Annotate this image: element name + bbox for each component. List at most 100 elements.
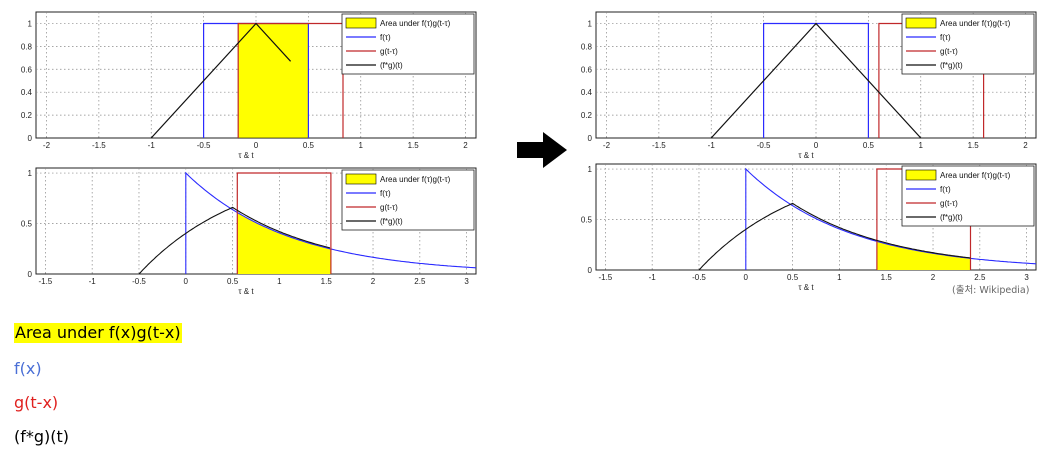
legend-label-g: g(t-τ) [380,203,398,212]
y-tick-label: 0 [588,134,593,143]
x-axis-label: τ & t [238,151,254,160]
x-tick-label: 0 [814,141,819,150]
x-tick-label: 1 [837,273,842,282]
key-g-label: g(t-x) [14,393,59,412]
y-tick-label: 0.8 [581,42,593,51]
right-arrow-icon [517,132,567,168]
overlap-area [876,241,971,270]
x-axis-label: τ & t [238,287,254,296]
y-tick-label: 1 [28,19,33,28]
legend-label-f: f(τ) [380,33,391,42]
y-tick-label: 1 [588,165,593,174]
overlap-area [237,23,309,139]
legend-swatch-area [905,169,937,181]
series-g-line [237,22,344,138]
x-tick-label: 3 [1024,273,1029,282]
y-tick-label: 0.8 [21,42,33,51]
x-tick-label: 2 [1023,141,1028,150]
series-conv-line [138,206,331,275]
x-axis-label: τ & t [798,283,814,292]
x-tick-label: -1 [148,141,156,150]
legend-swatch-area [905,17,937,29]
legend-label-conv: (f*g)(t) [940,213,963,222]
x-tick-label: 1.5 [321,277,333,286]
series-conv-line [710,22,922,139]
key-f-label: f(x) [14,359,42,378]
x-tick-label: -2 [43,141,51,150]
x-tick-label: 0.5 [227,277,239,286]
x-tick-label: -1.5 [38,277,52,286]
legend-swatch-area [345,173,377,185]
legend-label-conv: (f*g)(t) [380,217,403,226]
x-tick-label: 0 [254,141,259,150]
y-tick-label: 0.4 [21,88,33,97]
source-note: (출처: Wikipedia) [952,285,1030,296]
x-tick-label: 0.5 [787,273,799,282]
x-tick-label: 0 [744,273,749,282]
y-tick-label: 1 [28,169,33,178]
series-conv-line [698,202,971,271]
legend-label-g: g(t-τ) [380,47,398,56]
chart-box-convolution-t033: -2 -1.5 -1 -0.5 0 0.5 1 1.5 2 0 0.2 0.4 0.6 0.8 1 τ & t… [21,11,477,160]
legend-label-f: f(τ) [380,189,391,198]
x-tick-label: -1.5 [652,141,666,150]
x-tick-label: -1 [708,141,716,150]
chart-exp-convolution-t240: -1.5 -1 -0.5 0 0.5 1 1.5 2 2.5 3 0 0.5 1 τ & t Area un… [581,163,1037,292]
y-tick-label: 0.2 [581,111,593,120]
x-tick-label: 0 [184,277,189,286]
series-conv-line [150,22,292,139]
legend-label-area: Area under f(τ)g(t-τ) [940,19,1011,28]
y-tick-label: 0.5 [581,216,593,225]
x-tick-label: -2 [603,141,611,150]
y-tick-label: 0 [588,266,593,275]
y-tick-label: 0.5 [21,220,33,229]
x-tick-label: 2.5 [414,277,426,286]
x-tick-label: 0.5 [303,141,315,150]
legend-label-area: Area under f(τ)g(t-τ) [380,19,451,28]
x-tick-label: 1.5 [881,273,893,282]
x-tick-label: 2.5 [974,273,986,282]
x-tick-label: -1.5 [92,141,106,150]
x-tick-label: -0.5 [197,141,211,150]
x-tick-label: -1.5 [598,273,612,282]
x-tick-label: 1.5 [408,141,420,150]
x-tick-label: -0.5 [132,277,146,286]
series-f-line [745,167,1037,270]
x-tick-label: 1 [359,141,364,150]
x-tick-label: 1 [277,277,282,286]
x-tick-label: 1 [919,141,924,150]
x-tick-label: 2 [463,141,468,150]
x-tick-label: 0.5 [863,141,875,150]
key-conv-label: (f*g)(t) [14,427,70,446]
x-tick-label: 2 [371,277,376,286]
x-tick-label: -0.5 [692,273,706,282]
x-tick-label: -1 [89,277,97,286]
y-tick-label: 0.6 [21,65,33,74]
y-tick-label: 0.6 [581,65,593,74]
chart-exp-convolution-t155: -1.5 -1 -0.5 0 0.5 1 1.5 2 2.5 3 0 0.5 1 τ & t Area un… [21,167,477,296]
y-tick-label: 0.2 [21,111,33,120]
legend-label-conv: (f*g)(t) [380,61,403,70]
key-area-label: Area under f(x)g(t-x) [14,323,182,343]
overlap-area [237,212,331,274]
series-f-line [185,171,477,274]
legend-label-conv: (f*g)(t) [940,61,963,70]
x-axis-label: τ & t [798,151,814,160]
y-tick-label: 0.4 [581,88,593,97]
x-tick-label: -1 [649,273,657,282]
legend-label-g: g(t-τ) [940,199,958,208]
legend-label-f: f(τ) [940,185,951,194]
x-tick-label: 3 [464,277,469,286]
legend-label-g: g(t-τ) [940,47,958,56]
legend-swatch-area [345,17,377,29]
y-tick-label: 1 [588,19,593,28]
legend-label-area: Area under f(τ)g(t-τ) [940,171,1011,180]
legend-label-area: Area under f(τ)g(t-τ) [380,175,451,184]
legend-label-f: f(τ) [940,33,951,42]
x-tick-label: 2 [931,273,936,282]
chart-box-convolution-t110: -2 -1.5 -1 -0.5 0 0.5 1 1.5 2 0 0.2 0.4 0.6 0.8 1 τ & t… [581,11,1037,160]
x-tick-label: -0.5 [757,141,771,150]
y-tick-label: 0 [28,270,33,279]
x-tick-label: 1.5 [968,141,980,150]
y-tick-label: 0 [28,134,33,143]
